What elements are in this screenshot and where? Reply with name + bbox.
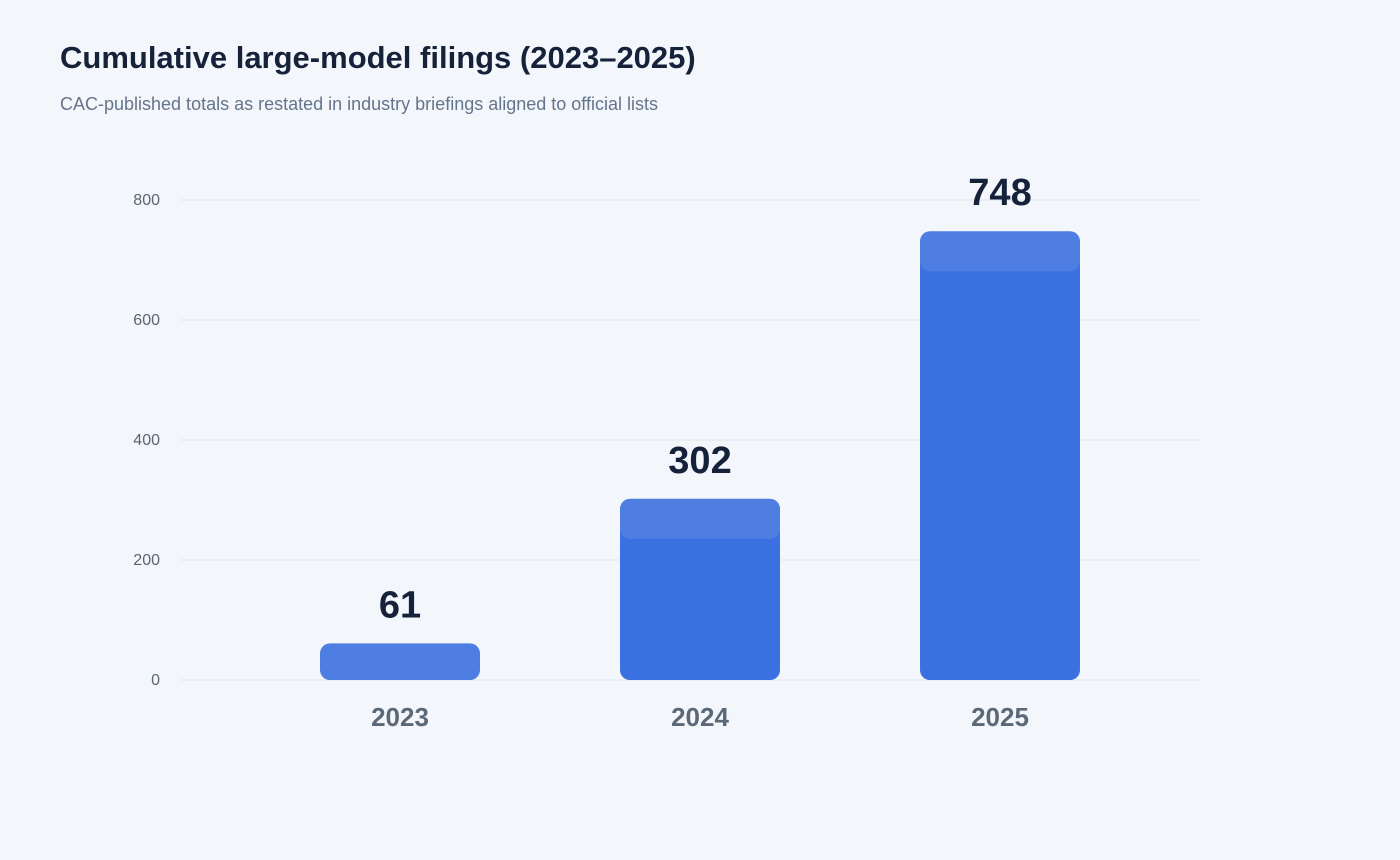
x-tick-label: 2025	[971, 702, 1029, 732]
value-label: 748	[968, 172, 1031, 214]
chart-title: Cumulative large-model filings (2023–202…	[60, 40, 696, 75]
y-tick-label: 800	[133, 192, 160, 209]
chart-subtitle: CAC-published totals as restated in indu…	[60, 94, 658, 114]
bar	[920, 231, 1080, 680]
bar	[620, 498, 780, 680]
x-tick-label: 2023	[371, 702, 429, 732]
y-tick-label: 400	[133, 432, 160, 449]
y-tick-label: 600	[133, 312, 160, 329]
bar-highlight	[920, 231, 1080, 272]
bar	[320, 643, 480, 680]
y-tick-label: 0	[151, 672, 160, 689]
bar-highlight	[320, 643, 480, 680]
bar-highlight	[620, 498, 780, 539]
value-label: 61	[379, 584, 421, 626]
y-tick-label: 200	[133, 552, 160, 569]
value-label: 302	[668, 440, 731, 482]
x-tick-label: 2024	[671, 702, 729, 732]
